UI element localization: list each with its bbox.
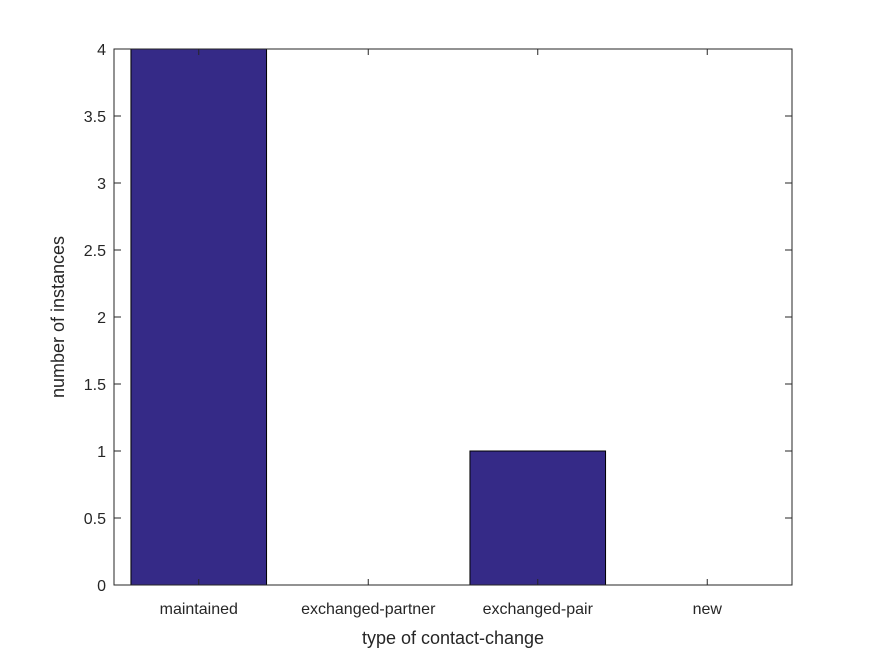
y-tick-label: 2.5 xyxy=(84,243,106,260)
x-tick-label: exchanged-pair xyxy=(483,601,594,618)
x-axis-label: type of contact-change xyxy=(362,628,544,648)
x-tick-label: exchanged-partner xyxy=(301,601,436,618)
y-axis-label: number of instances xyxy=(48,236,68,398)
bar-exchanged-pair xyxy=(469,450,607,586)
y-tick-label: 0.5 xyxy=(84,511,106,528)
y-tick-label: 2 xyxy=(97,310,106,327)
x-tick-label: new xyxy=(693,601,723,618)
y-tick-label: 1.5 xyxy=(84,377,106,394)
y-tick-label: 1 xyxy=(97,444,106,461)
y-tick-label: 4 xyxy=(97,42,106,59)
axes-box xyxy=(113,48,793,586)
y-tick-label: 3.5 xyxy=(84,109,106,126)
y-tick-label: 0 xyxy=(97,578,106,595)
x-tick-label: maintained xyxy=(160,601,238,618)
y-tick-label: 3 xyxy=(97,176,106,193)
bar-maintained xyxy=(130,48,268,586)
